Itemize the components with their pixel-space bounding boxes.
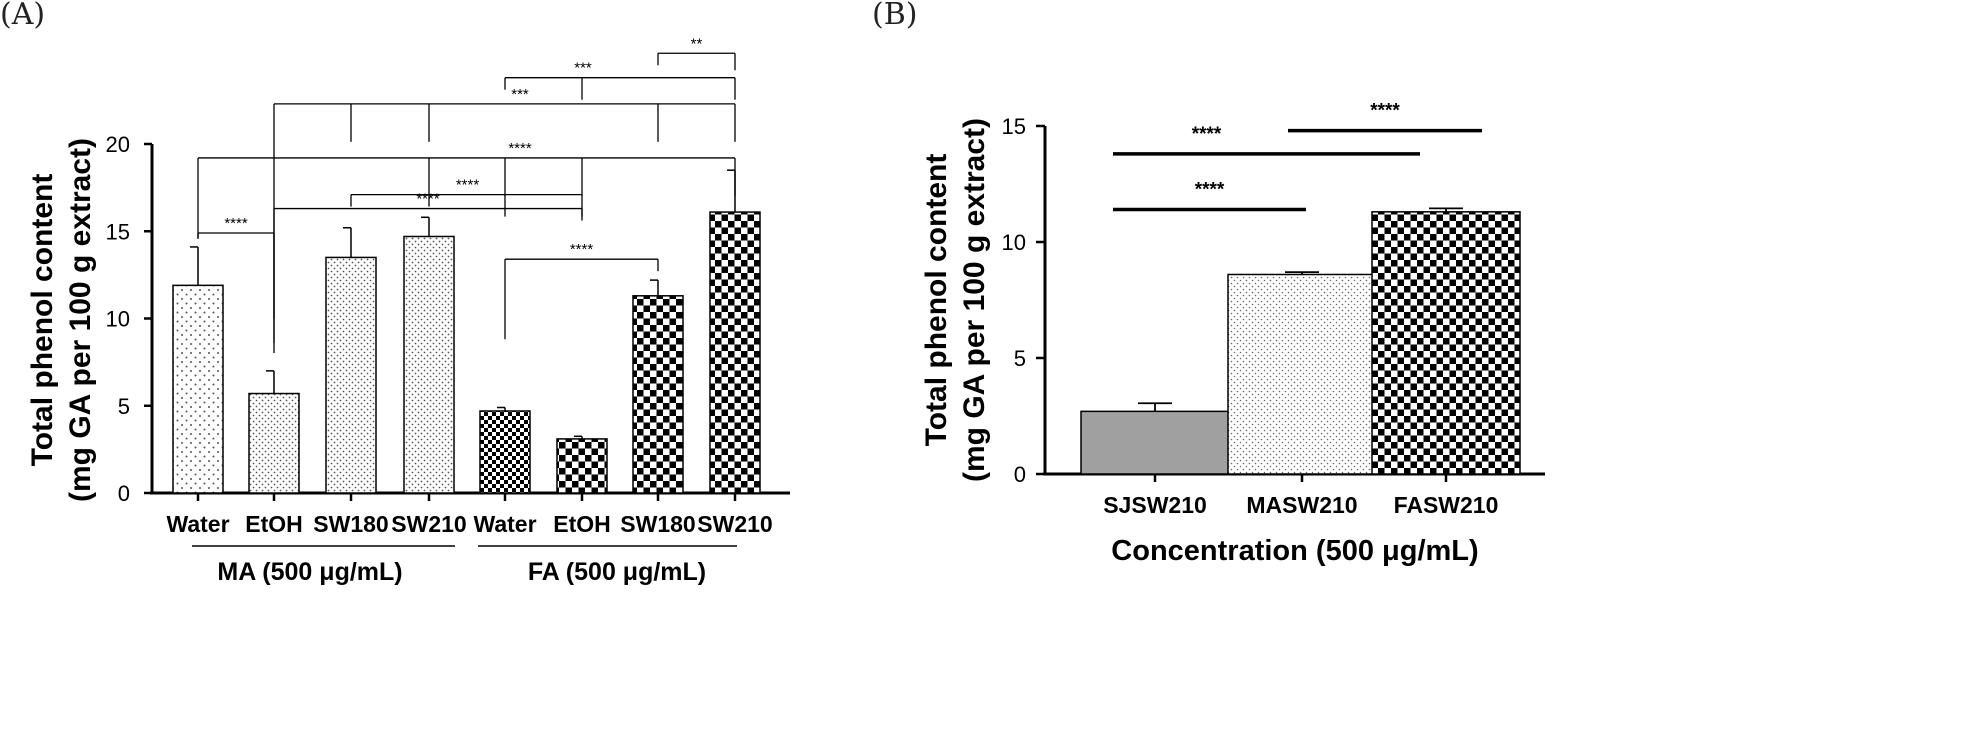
y-tick-label: 0	[118, 481, 130, 506]
category-label: Water	[473, 511, 536, 537]
bar	[632, 295, 684, 494]
bar	[1371, 211, 1521, 475]
bar	[248, 392, 300, 494]
significance-label: ***	[511, 86, 529, 103]
category-label: SJSW210	[1103, 492, 1207, 518]
y-tick-label: 20	[106, 132, 130, 157]
panel-b-ylabel-line1: Total phenol content	[920, 154, 953, 447]
bar	[1227, 273, 1377, 475]
significance-label: ****	[1370, 101, 1400, 122]
y-tick-label: 15	[1002, 114, 1026, 139]
significance-label: ****	[416, 191, 440, 208]
panel-b: (B) Total phenol content (mg GA per 100 …	[872, 0, 1545, 567]
panel-a-ylabel-line1: Total phenol content	[26, 174, 59, 467]
panel-b-xlabel: Concentration (500 μg/mL)	[1111, 535, 1478, 567]
bar	[1080, 410, 1230, 475]
significance-label: ****	[456, 177, 480, 194]
panel-b-letter: (B)	[872, 0, 917, 32]
y-tick-label: 5	[118, 394, 130, 419]
significance-label: ****	[570, 241, 594, 258]
category-label: MASW210	[1246, 492, 1357, 518]
category-label: SW210	[697, 511, 772, 537]
category-label: Water	[166, 511, 229, 537]
y-tick-label: 10	[106, 307, 130, 332]
significance-label: ****	[1192, 124, 1222, 145]
significance-label: ***	[574, 60, 592, 77]
category-label: SW180	[620, 511, 695, 537]
y-tick-label: 0	[1014, 462, 1026, 487]
panel-a-letter: (A)	[0, 0, 45, 32]
category-label: EtOH	[553, 511, 611, 537]
bar	[403, 235, 455, 494]
category-label: EtOH	[245, 511, 303, 537]
panel-a: (A) Total phenol content (mg GA per 100 …	[0, 0, 790, 586]
panel-a-ylabel-line2: (mg GA per 100 g extract)	[64, 138, 97, 502]
bar	[325, 256, 377, 494]
bar	[556, 438, 608, 494]
bar	[709, 211, 761, 494]
category-label: SW180	[313, 511, 388, 537]
significance-label: ****	[1195, 180, 1225, 201]
category-label: SW210	[391, 511, 466, 537]
panel-b-ylabel-line2: (mg GA per 100 g extract)	[958, 118, 991, 482]
significance-label: ****	[508, 140, 532, 157]
bar	[172, 284, 224, 494]
panel-a-group-label-fa: FA (500 μg/mL)	[528, 558, 706, 586]
category-label: FASW210	[1394, 492, 1499, 518]
significance-label: **	[691, 35, 703, 52]
bar	[479, 410, 531, 494]
y-tick-label: 15	[106, 219, 130, 244]
panel-a-group-label-ma: MA (500 μg/mL)	[217, 558, 402, 586]
y-tick-label: 10	[1002, 230, 1026, 255]
significance-label: ****	[224, 215, 248, 232]
y-tick-label: 5	[1014, 346, 1026, 371]
